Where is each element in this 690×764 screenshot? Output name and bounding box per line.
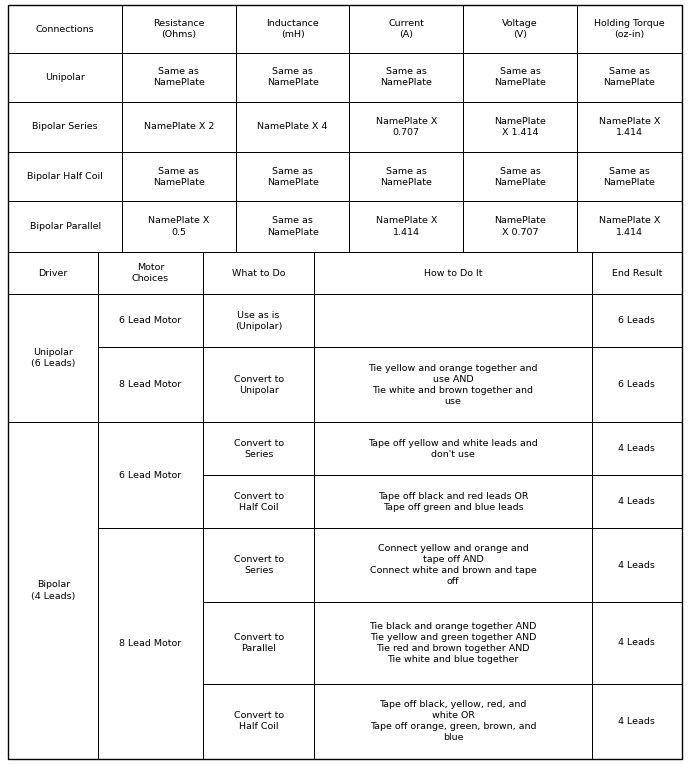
Text: Tape off black, yellow, red, and
white OR
Tape off orange, green, brown, and
blu: Tape off black, yellow, red, and white O… — [370, 700, 536, 743]
Text: Same as
NamePlate: Same as NamePlate — [266, 167, 319, 186]
Text: NamePlate
X 0.707: NamePlate X 0.707 — [494, 216, 546, 237]
Text: What to Do: What to Do — [232, 268, 286, 277]
Text: Same as
NamePlate: Same as NamePlate — [380, 167, 433, 186]
Text: Same as
NamePlate: Same as NamePlate — [380, 67, 433, 87]
Text: 6 Leads: 6 Leads — [618, 380, 655, 390]
Text: 6 Lead Motor: 6 Lead Motor — [119, 471, 181, 480]
Text: Convert to
Series: Convert to Series — [233, 439, 284, 459]
Text: Motor
Choices: Motor Choices — [132, 263, 169, 283]
Text: Inductance
(mH): Inductance (mH) — [266, 19, 319, 39]
Text: Same as
NamePlate: Same as NamePlate — [603, 67, 655, 87]
Text: NamePlate
X 1.414: NamePlate X 1.414 — [494, 117, 546, 137]
Text: Voltage
(V): Voltage (V) — [502, 19, 538, 39]
Text: NamePlate X
1.414: NamePlate X 1.414 — [375, 216, 437, 237]
Text: Driver: Driver — [39, 268, 68, 277]
Text: Resistance
(Ohms): Resistance (Ohms) — [153, 19, 205, 39]
Text: Tape off yellow and white leads and
don't use: Tape off yellow and white leads and don'… — [368, 439, 538, 459]
Text: Unipolar
(6 Leads): Unipolar (6 Leads) — [31, 348, 75, 368]
Text: 6 Lead Motor: 6 Lead Motor — [119, 316, 181, 325]
Text: Tape off black and red leads OR
Tape off green and blue leads: Tape off black and red leads OR Tape off… — [378, 492, 529, 512]
Text: 4 Leads: 4 Leads — [618, 561, 655, 570]
Text: 6 Leads: 6 Leads — [618, 316, 655, 325]
Text: End Result: End Result — [611, 268, 662, 277]
Text: Convert to
Half Coil: Convert to Half Coil — [233, 492, 284, 512]
Text: Bipolar Series: Bipolar Series — [32, 122, 98, 131]
Text: NamePlate X
1.414: NamePlate X 1.414 — [599, 216, 660, 237]
Text: NamePlate X
1.414: NamePlate X 1.414 — [599, 117, 660, 137]
Text: Convert to
Parallel: Convert to Parallel — [233, 633, 284, 652]
Text: Connect yellow and orange and
tape off AND
Connect white and brown and tape
off: Connect yellow and orange and tape off A… — [370, 544, 536, 587]
Text: 4 Leads: 4 Leads — [618, 445, 655, 453]
Text: Same as
NamePlate: Same as NamePlate — [266, 216, 319, 237]
Text: NamePlate X 4: NamePlate X 4 — [257, 122, 328, 131]
Text: NamePlate X
0.5: NamePlate X 0.5 — [148, 216, 210, 237]
Text: NamePlate X
0.707: NamePlate X 0.707 — [375, 117, 437, 137]
Text: Bipolar Parallel: Bipolar Parallel — [30, 222, 101, 231]
Text: 4 Leads: 4 Leads — [618, 497, 655, 507]
Text: Convert to
Half Coil: Convert to Half Coil — [233, 711, 284, 731]
Text: 4 Leads: 4 Leads — [618, 717, 655, 726]
Text: Same as
NamePlate: Same as NamePlate — [603, 167, 655, 186]
Text: Same as
NamePlate: Same as NamePlate — [494, 67, 546, 87]
Text: Same as
NamePlate: Same as NamePlate — [153, 167, 205, 186]
Text: Current
(A): Current (A) — [388, 19, 424, 39]
Text: Convert to
Series: Convert to Series — [233, 555, 284, 575]
Text: Use as is
(Unipolar): Use as is (Unipolar) — [235, 311, 282, 331]
Text: 8 Lead Motor: 8 Lead Motor — [119, 639, 181, 648]
Text: NamePlate X 2: NamePlate X 2 — [144, 122, 214, 131]
Text: Bipolar
(4 Leads): Bipolar (4 Leads) — [31, 581, 75, 601]
Text: Same as
NamePlate: Same as NamePlate — [266, 67, 319, 87]
Text: Tie black and orange together AND
Tie yellow and green together AND
Tie red and : Tie black and orange together AND Tie ye… — [369, 622, 537, 664]
Text: 8 Lead Motor: 8 Lead Motor — [119, 380, 181, 390]
Text: How to Do It: How to Do It — [424, 268, 482, 277]
Text: Unipolar: Unipolar — [46, 73, 85, 82]
Text: Bipolar Half Coil: Bipolar Half Coil — [28, 172, 103, 181]
Text: Convert to
Unipolar: Convert to Unipolar — [233, 375, 284, 395]
Text: Same as
NamePlate: Same as NamePlate — [494, 167, 546, 186]
Text: Connections: Connections — [36, 24, 95, 34]
Text: Same as
NamePlate: Same as NamePlate — [153, 67, 205, 87]
Text: Holding Torque
(oz-in): Holding Torque (oz-in) — [594, 19, 664, 39]
Text: Tie yellow and orange together and
use AND
Tie white and brown together and
use: Tie yellow and orange together and use A… — [368, 364, 538, 406]
Text: 4 Leads: 4 Leads — [618, 638, 655, 647]
